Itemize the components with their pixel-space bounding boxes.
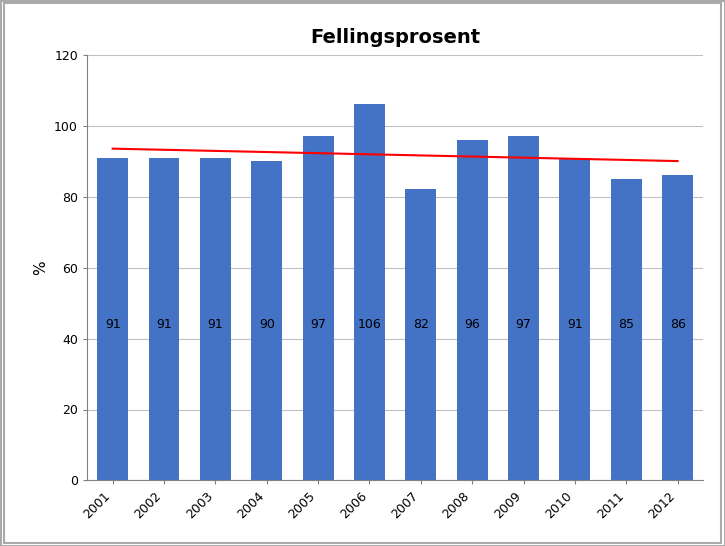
- Text: 97: 97: [515, 318, 531, 331]
- Text: 91: 91: [156, 318, 172, 331]
- Text: 91: 91: [567, 318, 583, 331]
- Bar: [354, 104, 385, 480]
- Text: 91: 91: [105, 318, 120, 331]
- Bar: [662, 175, 693, 480]
- Bar: [252, 161, 282, 480]
- Text: 106: 106: [357, 318, 381, 331]
- Bar: [457, 140, 487, 480]
- Text: 82: 82: [413, 318, 428, 331]
- Bar: [508, 136, 539, 480]
- Y-axis label: %: %: [33, 260, 49, 275]
- Text: 97: 97: [310, 318, 326, 331]
- Text: 90: 90: [259, 318, 275, 331]
- Text: 91: 91: [207, 318, 223, 331]
- Bar: [303, 136, 334, 480]
- Bar: [97, 157, 128, 480]
- Text: 86: 86: [670, 318, 686, 331]
- Title: Fellingsprosent: Fellingsprosent: [310, 28, 480, 48]
- Text: 85: 85: [618, 318, 634, 331]
- Bar: [200, 157, 231, 480]
- Bar: [560, 157, 590, 480]
- Bar: [405, 189, 436, 480]
- Text: 96: 96: [464, 318, 480, 331]
- Bar: [610, 179, 642, 480]
- Bar: [149, 157, 179, 480]
